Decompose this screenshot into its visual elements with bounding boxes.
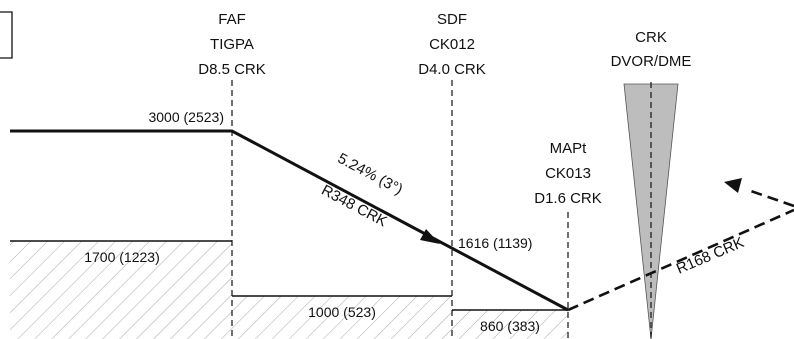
missed-approach-turn [747,188,794,208]
msa-area-right [452,310,568,339]
mapt-name-label: CK013 [545,165,591,182]
faf-distance-label: D8.5 CRK [198,61,266,78]
msa-mid-label: 1000 (523) [308,304,376,320]
missed-approach-path [567,208,794,312]
initial-altitude-label: 3000 (2523) [148,109,224,125]
mapt-role-label: MAPt [550,140,588,157]
approach-arrowhead [420,229,440,244]
inbound-course-label: R348 CRK [318,182,389,231]
sdf-name-label: CK012 [429,36,475,53]
faf-name-label: TIGPA [210,36,254,53]
approach-path [10,129,569,312]
navaid-name-label: CRK [635,29,667,46]
msa-right-label: 860 (383) [480,318,540,334]
sdf-altitude-label: 1616 (1139) [458,235,532,251]
msa-left-label: 1700 (1223) [84,249,160,265]
navaid-type-label: DVOR/DME [611,53,692,70]
sdf-distance-label: D4.0 CRK [418,61,486,78]
mapt-distance-label: D1.6 CRK [534,190,602,207]
msa-area-mid [232,296,452,339]
sdf-role-label: SDF [437,11,467,28]
legend-box-edge [0,11,13,59]
missed-approach-course-label: R168 CRK [674,234,747,278]
faf-role-label: FAF [218,11,246,28]
missed-approach-arrowhead [724,178,742,193]
msa-area-left [10,241,232,339]
